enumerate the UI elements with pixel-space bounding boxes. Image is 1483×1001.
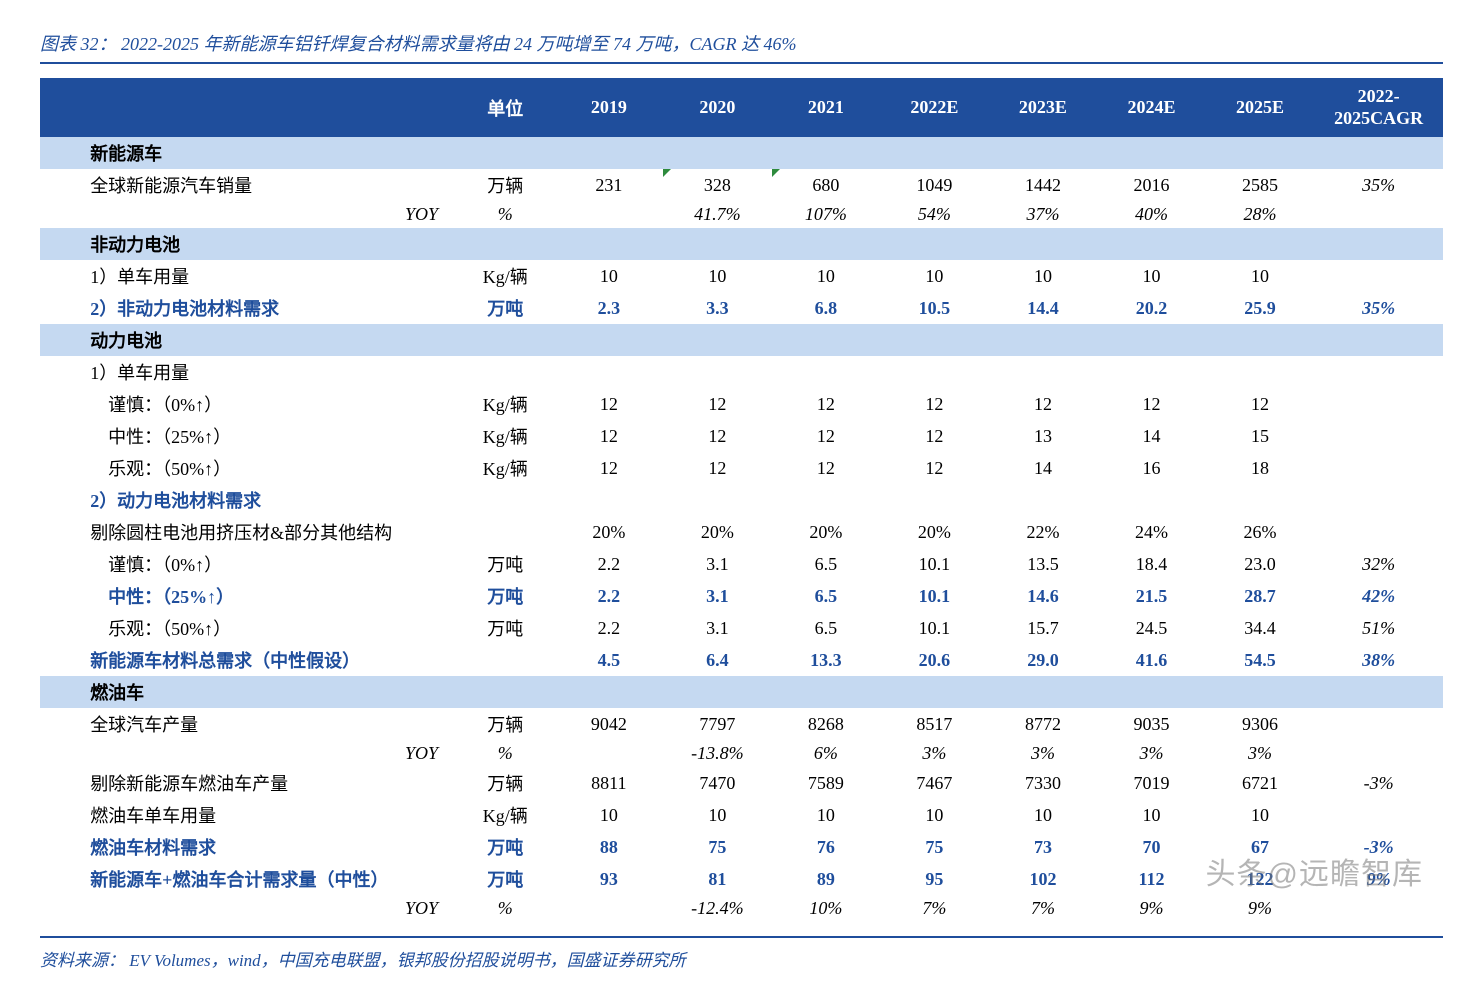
header-2021: 2021	[772, 78, 881, 137]
table-row: 中性：（25%↑） Kg/辆 12121212131415	[40, 420, 1443, 452]
table-row: 剔除圆柱电池用挤压材&部分其他结构 20%20%20%20%22%24%26%	[40, 516, 1443, 548]
table-row: 全球汽车产量 万辆 9042779782688517877290359306	[40, 708, 1443, 740]
table-row: 全球新能源汽车销量 万辆 231 328 680 1049 1442 2016 …	[40, 169, 1443, 201]
header-spacer	[40, 78, 80, 137]
section-fuel: 燃油车	[40, 676, 1443, 708]
table-row: YOY % -12.4%10%7%7%9%9%	[40, 895, 1443, 922]
source-prefix: 资料来源：	[40, 951, 125, 970]
table-row: 1）单车用量	[40, 356, 1443, 388]
table-row: YOY % -13.8%6%3%3%3%3%	[40, 740, 1443, 767]
table-row: 2）非动力电池材料需求 万吨 2.33.36.810.514.420.225.9…	[40, 292, 1443, 324]
section-nev: 新能源车	[40, 137, 1443, 169]
source-line: 资料来源： EV Volumes，wind，中国充电联盟，银邦股份招股说明书，国…	[40, 936, 1443, 971]
header-label	[80, 78, 456, 137]
header-2020: 2020	[663, 78, 772, 137]
header-2025: 2025E	[1206, 78, 1315, 137]
table-row: 乐观：（50%↑） 万吨 2.23.16.510.115.724.534.4 5…	[40, 612, 1443, 644]
header-row: 单位 2019 2020 2021 2022E 2023E 2024E 2025…	[40, 78, 1443, 137]
table-row: 燃油车材料需求 万吨 88757675737067 -3%	[40, 831, 1443, 863]
table-row: 谨慎：（0%↑） Kg/辆 12121212121212	[40, 388, 1443, 420]
header-2022: 2022E	[880, 78, 989, 137]
table-row: 1）单车用量 Kg/辆 10101010101010	[40, 260, 1443, 292]
section-power: 动力电池	[40, 324, 1443, 356]
table-row: 新能源车材料总需求（中性假设） 4.56.413.320.629.041.654…	[40, 644, 1443, 676]
header-2019: 2019	[555, 78, 664, 137]
table-row: 中性：（25%↑） 万吨 2.23.16.510.114.621.528.7 4…	[40, 580, 1443, 612]
header-cagr: 2022- 2025CAGR	[1314, 78, 1443, 137]
header-2023: 2023E	[989, 78, 1098, 137]
header-unit: 单位	[456, 78, 554, 137]
chart-title: 图表 32： 2022-2025 年新能源车铝钎焊复合材料需求量将由 24 万吨…	[40, 30, 1443, 64]
title-text: 2022-2025 年新能源车铝钎焊复合材料需求量将由 24 万吨增至 74 万…	[121, 34, 796, 54]
table-row: 2）动力电池材料需求	[40, 484, 1443, 516]
table-row: YOY % 41.7% 107% 54% 37% 40% 28%	[40, 201, 1443, 228]
source-text: EV Volumes，wind，中国充电联盟，银邦股份招股说明书，国盛证券研究所	[129, 951, 685, 970]
table-row: 谨慎：（0%↑） 万吨 2.23.16.510.113.518.423.0 32…	[40, 548, 1443, 580]
table-row: 新能源车+燃油车合计需求量（中性） 万吨 93818995102112122 9…	[40, 863, 1443, 895]
section-nonpower: 非动力电池	[40, 228, 1443, 260]
table-row: 燃油车单车用量 Kg/辆 10101010101010	[40, 799, 1443, 831]
header-2024: 2024E	[1097, 78, 1206, 137]
table-row: 剔除新能源车燃油车产量 万辆 8811747075897467733070196…	[40, 767, 1443, 799]
table-row: 乐观：（50%↑） Kg/辆 12121212141618	[40, 452, 1443, 484]
data-table: 单位 2019 2020 2021 2022E 2023E 2024E 2025…	[40, 78, 1443, 922]
title-prefix: 图表 32：	[40, 34, 117, 54]
